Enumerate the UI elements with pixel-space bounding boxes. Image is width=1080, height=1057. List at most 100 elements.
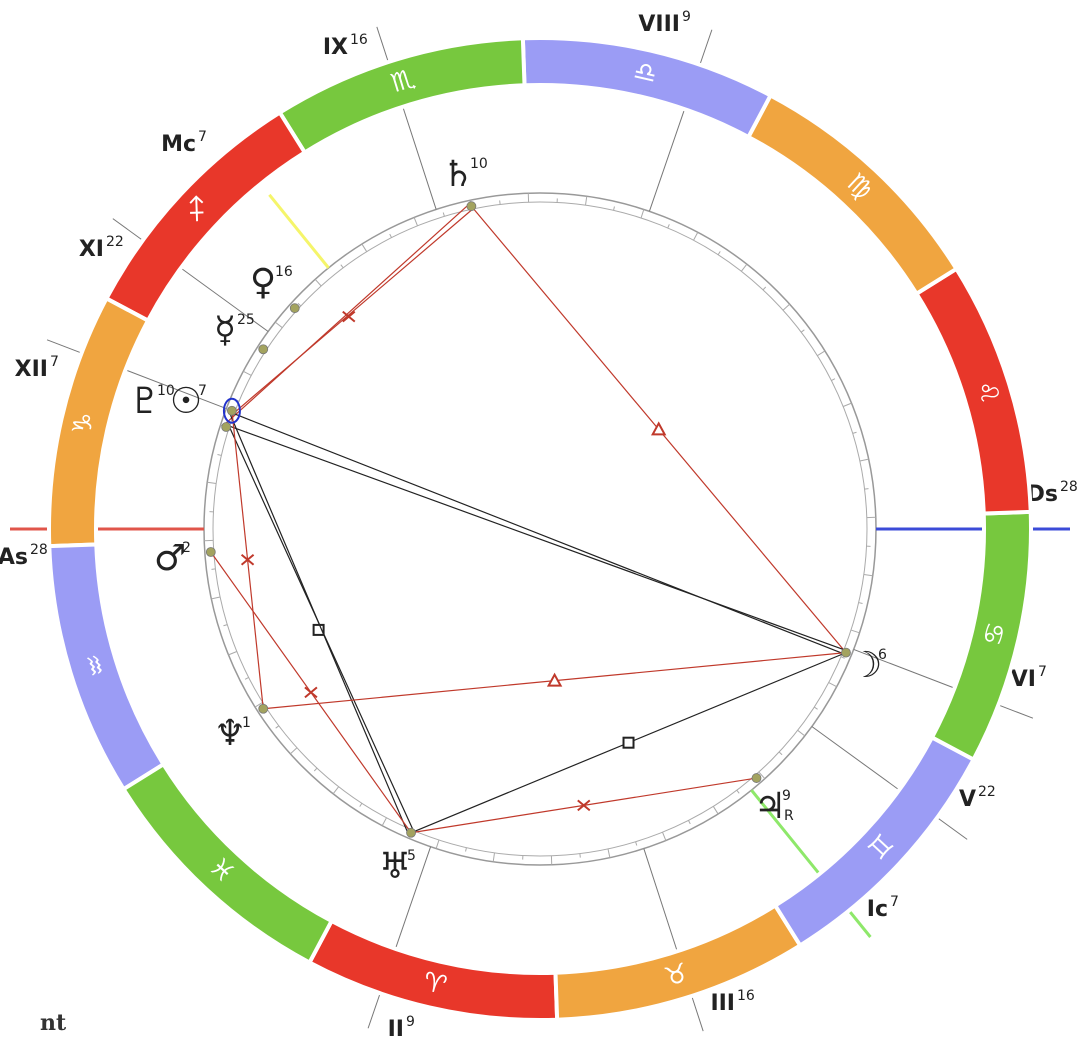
degree-tick	[813, 706, 818, 710]
planet-dot	[289, 303, 300, 314]
degree-tick	[332, 786, 340, 795]
house-degree: 9	[682, 9, 691, 25]
conjunction-highlight	[222, 397, 241, 424]
aspect-marker	[650, 421, 667, 436]
house-cusp	[643, 848, 678, 952]
degree-tick	[852, 431, 857, 434]
house-cusp	[367, 993, 381, 1029]
degree-tick	[850, 629, 860, 634]
aspect-marker	[304, 686, 318, 699]
degree-tick	[243, 370, 252, 376]
degree-tick	[435, 839, 440, 849]
degree-tick	[758, 771, 766, 780]
footer-text: nt	[40, 1010, 67, 1036]
house-cusp	[853, 648, 955, 689]
degree-tick	[313, 767, 318, 772]
degree-tick	[211, 596, 221, 600]
degree-tick	[297, 302, 302, 307]
degree-tick	[314, 278, 322, 287]
planet-glyph: ♅	[379, 846, 411, 887]
degree-tick	[800, 329, 805, 333]
house-cusp	[112, 218, 144, 241]
planet-glyph: ♃	[754, 786, 786, 827]
aspect-line	[228, 411, 409, 835]
degree-tick	[740, 263, 748, 272]
planet-dot	[258, 344, 269, 355]
degree-tick	[359, 802, 363, 807]
degree-tick	[693, 232, 699, 241]
planet-dot	[406, 827, 416, 838]
degree-tick	[635, 841, 638, 846]
planet-degree: 6	[878, 647, 887, 663]
house-degree: 16	[350, 32, 368, 48]
house-label: XII	[15, 357, 48, 382]
house-label: IX	[323, 35, 348, 60]
house-degree: 7	[1038, 664, 1047, 680]
degree-tick	[340, 264, 344, 269]
planet-dot	[205, 547, 216, 557]
degree-tick	[859, 458, 869, 462]
degree-tick	[289, 747, 298, 755]
axis-line	[268, 193, 330, 269]
retrograde-mark: R	[784, 808, 794, 824]
planet-degree: 16	[275, 264, 293, 280]
house-degree: 7	[50, 354, 59, 370]
house-label: Mc	[161, 132, 196, 157]
degree-tick	[275, 725, 280, 729]
planet-degree: 10	[157, 383, 175, 399]
house-cusp	[376, 26, 389, 63]
degree-tick	[389, 233, 392, 238]
house-degree: 22	[978, 784, 996, 800]
aspect-marker	[577, 799, 591, 812]
degree-tick	[782, 303, 791, 311]
degree-tick	[762, 286, 767, 291]
house-cusp	[699, 29, 713, 65]
planet-glyph: ♇	[129, 381, 161, 422]
degree-tick	[413, 217, 418, 226]
planet-glyph: ☿	[214, 310, 236, 351]
degree-tick	[442, 212, 445, 217]
planet-degree: 25	[237, 312, 255, 328]
house-label: VIII	[638, 12, 680, 37]
planet-dot	[841, 647, 851, 658]
planet-degree: 9	[782, 788, 791, 804]
planet-dot	[221, 422, 232, 432]
aspect-marker	[546, 672, 563, 687]
house-cusp	[402, 106, 437, 210]
aspect-circle-outer	[203, 192, 877, 866]
degree-tick	[778, 751, 783, 756]
degree-tick	[688, 820, 691, 825]
house-cusp	[394, 846, 432, 949]
house-cusp	[648, 109, 686, 212]
aspect-marker	[312, 623, 325, 636]
degree-tick	[863, 574, 873, 577]
degree-tick	[640, 209, 645, 219]
house-cusp	[180, 267, 269, 332]
planet-dot	[466, 201, 477, 212]
planet-dot	[258, 703, 269, 714]
aspect-line	[233, 208, 474, 414]
degree-tick	[274, 321, 283, 329]
planet-degree: 5	[407, 848, 416, 864]
house-cusp	[811, 726, 900, 791]
aspect-line	[230, 412, 846, 656]
planet-dot	[227, 405, 237, 416]
house-label: VI	[1011, 667, 1036, 692]
house-label: III	[710, 991, 735, 1016]
house-label: Ic	[867, 897, 888, 922]
degree-tick	[228, 651, 237, 656]
house-label: II	[388, 1017, 404, 1042]
degree-tick	[613, 206, 615, 211]
house-label: As	[0, 545, 28, 570]
house-label: XI	[79, 237, 104, 262]
degree-tick	[717, 251, 721, 256]
planet-glyph: ☽	[850, 645, 882, 686]
degree-tick	[858, 602, 863, 604]
degree-tick	[828, 682, 837, 688]
degree-tick	[736, 789, 740, 794]
degree-tick	[797, 729, 806, 737]
planet-glyph: ♄	[442, 154, 474, 195]
degree-tick	[662, 832, 667, 841]
